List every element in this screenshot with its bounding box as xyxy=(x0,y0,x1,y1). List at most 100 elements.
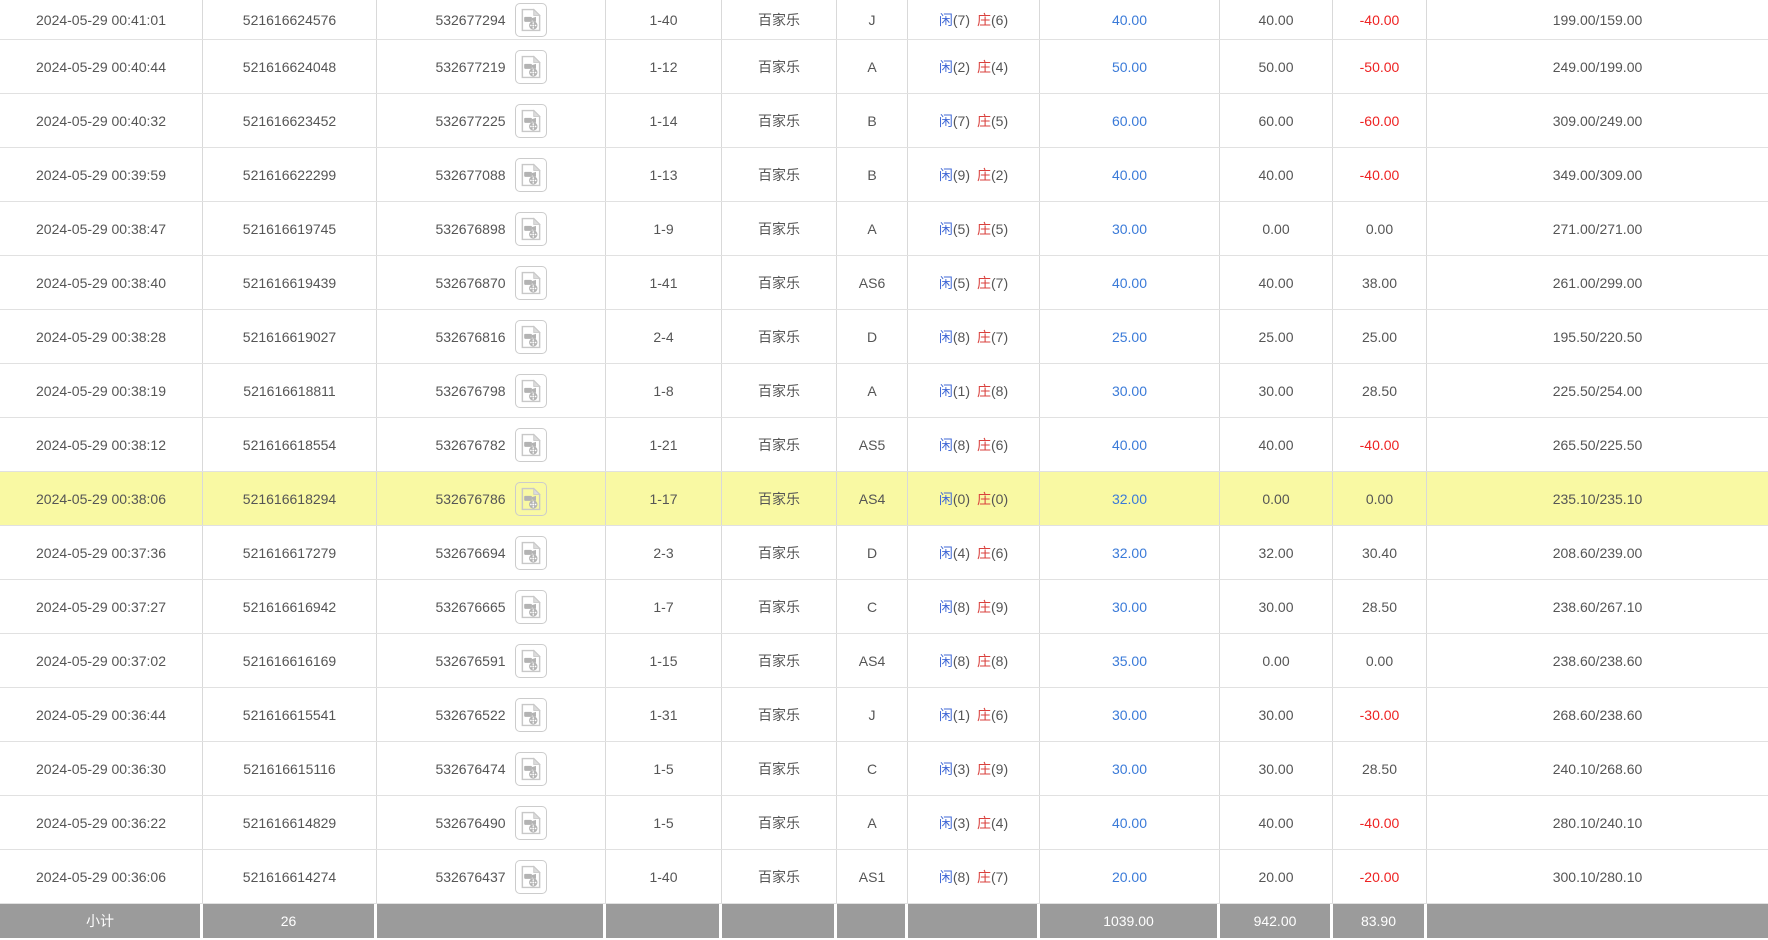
balance: 261.00/299.00 xyxy=(1552,274,1643,291)
replay-video-button[interactable] xyxy=(514,859,547,894)
replay-video-button[interactable] xyxy=(514,2,547,37)
table-row[interactable]: 2024-05-29 00:38:12 521616618554 5326767… xyxy=(0,418,1768,472)
bet-amount-link[interactable]: 40.00 xyxy=(1040,418,1220,471)
result-code: AS1 xyxy=(837,850,908,903)
table-row[interactable]: 2024-05-29 00:38:40 521616619439 5326768… xyxy=(0,256,1768,310)
table-row[interactable]: 2024-05-29 00:39:59 521616622299 5326770… xyxy=(0,148,1768,202)
result-code: A xyxy=(837,202,908,255)
table-number: 1-41 xyxy=(606,256,722,309)
bet-time: 2024-05-29 00:37:02 xyxy=(0,634,203,687)
table-row[interactable]: 2024-05-29 00:36:44 521616615541 5326765… xyxy=(0,688,1768,742)
bet-amount-link[interactable]: 25.00 xyxy=(1040,310,1220,363)
bet-amount-link[interactable]: 40.00 xyxy=(1040,796,1220,849)
bet-amount-link[interactable]: 30.00 xyxy=(1040,742,1220,795)
bet-amount-link[interactable]: 32.00 xyxy=(1040,526,1220,579)
bet-amount-link[interactable]: 20.00 xyxy=(1040,850,1220,903)
replay-video-button[interactable] xyxy=(514,751,547,786)
replay-video-button[interactable] xyxy=(514,157,547,192)
video-file-icon xyxy=(521,486,541,510)
table-row[interactable]: 2024-05-29 00:38:06 521616618294 5326767… xyxy=(0,472,1768,526)
game-name: 百家乐 xyxy=(722,850,837,903)
table-row[interactable]: 2024-05-29 00:38:47 521616619745 5326768… xyxy=(0,202,1768,256)
banker-score: (7) xyxy=(991,328,1009,345)
result-code: D xyxy=(837,310,908,363)
table-number: 1-40 xyxy=(606,0,722,39)
replay-video-button[interactable] xyxy=(514,481,547,516)
game-name: 百家乐 xyxy=(722,256,837,309)
player-label: 闲 xyxy=(938,382,953,399)
bet-id: 521616614274 xyxy=(203,850,377,903)
bet-id: 521616619745 xyxy=(203,202,377,255)
banker-label: 庄 xyxy=(977,274,991,291)
balance: 349.00/309.00 xyxy=(1552,166,1643,183)
player-score: (8) xyxy=(952,328,970,345)
result-code: A xyxy=(837,364,908,417)
game-name: 百家乐 xyxy=(722,0,837,39)
table-row[interactable]: 2024-05-29 00:38:19 521616618811 5326767… xyxy=(0,364,1768,418)
round-cell: 532676786 xyxy=(377,472,606,525)
bet-amount-link[interactable]: 32.00 xyxy=(1040,472,1220,525)
player-score: (3) xyxy=(952,760,970,777)
game-name: 百家乐 xyxy=(722,472,837,525)
replay-video-button[interactable] xyxy=(514,49,547,84)
bet-amount-link[interactable]: 60.00 xyxy=(1040,94,1220,147)
result-code: AS4 xyxy=(837,472,908,525)
player-label: 闲 xyxy=(938,814,953,831)
bet-id: 521616619027 xyxy=(203,310,377,363)
bet-amount-link[interactable]: 35.00 xyxy=(1040,634,1220,687)
table-number: 1-14 xyxy=(606,94,722,147)
replay-video-button[interactable] xyxy=(514,211,547,246)
bet-amount-link[interactable]: 30.00 xyxy=(1040,202,1220,255)
bet-amount-link[interactable]: 30.00 xyxy=(1040,688,1220,741)
player-score: (2) xyxy=(952,58,970,75)
game-name: 百家乐 xyxy=(722,40,837,93)
table-row[interactable]: 2024-05-29 00:36:06 521616614274 5326764… xyxy=(0,850,1768,904)
replay-video-button[interactable] xyxy=(514,319,547,354)
bet-amount-link[interactable]: 40.00 xyxy=(1040,148,1220,201)
replay-video-button[interactable] xyxy=(514,535,547,570)
replay-video-button[interactable] xyxy=(514,373,547,408)
round-cell: 532676898 xyxy=(377,202,606,255)
replay-video-button[interactable] xyxy=(514,589,547,624)
replay-video-button[interactable] xyxy=(514,643,547,678)
score-cell: 闲 (5) 庄 (5) xyxy=(908,202,1040,255)
table-row[interactable]: 2024-05-29 00:38:28 521616619027 5326768… xyxy=(0,310,1768,364)
subtotal-empty-round xyxy=(377,904,606,938)
game-name: 百家乐 xyxy=(722,742,837,795)
score-cell: 闲 (8) 庄 (9) xyxy=(908,580,1040,633)
bet-time: 2024-05-29 00:38:28 xyxy=(0,310,203,363)
table-row[interactable]: 2024-05-29 00:36:30 521616615116 5326764… xyxy=(0,742,1768,796)
round-id: 532677219 xyxy=(435,58,506,75)
bet-amount-link[interactable]: 30.00 xyxy=(1040,580,1220,633)
bet-amount-link[interactable]: 30.00 xyxy=(1040,364,1220,417)
table-row[interactable]: 2024-05-29 00:40:32 521616623452 5326772… xyxy=(0,94,1768,148)
win-loss: 30.40 xyxy=(1333,526,1427,579)
balance: 300.10/280.10 xyxy=(1552,868,1643,885)
replay-video-button[interactable] xyxy=(514,697,547,732)
round-id: 532676870 xyxy=(435,274,506,291)
bet-amount-link[interactable]: 40.00 xyxy=(1040,0,1220,39)
round-cell: 532677219 xyxy=(377,40,606,93)
game-name: 百家乐 xyxy=(722,364,837,417)
replay-video-button[interactable] xyxy=(514,265,547,300)
replay-video-button[interactable] xyxy=(514,805,547,840)
banker-score: (7) xyxy=(991,274,1009,291)
bet-amount-link[interactable]: 40.00 xyxy=(1040,256,1220,309)
table-row[interactable]: 2024-05-29 00:40:44 521616624048 5326772… xyxy=(0,40,1768,94)
table-row[interactable]: 2024-05-29 00:37:36 521616617279 5326766… xyxy=(0,526,1768,580)
replay-video-button[interactable] xyxy=(514,103,547,138)
table-row[interactable]: 2024-05-29 00:37:02 521616616169 5326765… xyxy=(0,634,1768,688)
bet-amount-link[interactable]: 50.00 xyxy=(1040,40,1220,93)
valid-amount: 0.00 xyxy=(1220,634,1333,687)
table-row[interactable]: 2024-05-29 00:36:22 521616614829 5326764… xyxy=(0,796,1768,850)
banker-score: (8) xyxy=(991,382,1009,399)
bet-time: 2024-05-29 00:41:01 xyxy=(0,0,203,39)
table-row[interactable]: 2024-05-29 00:41:01 521616624576 5326772… xyxy=(0,0,1768,40)
bet-time: 2024-05-29 00:37:27 xyxy=(0,580,203,633)
valid-amount: 30.00 xyxy=(1220,580,1333,633)
table-row[interactable]: 2024-05-29 00:37:27 521616616942 5326766… xyxy=(0,580,1768,634)
round-cell: 532676437 xyxy=(377,850,606,903)
bet-id: 521616624576 xyxy=(203,0,377,39)
replay-video-button[interactable] xyxy=(514,427,547,462)
win-loss: -40.00 xyxy=(1333,796,1427,849)
